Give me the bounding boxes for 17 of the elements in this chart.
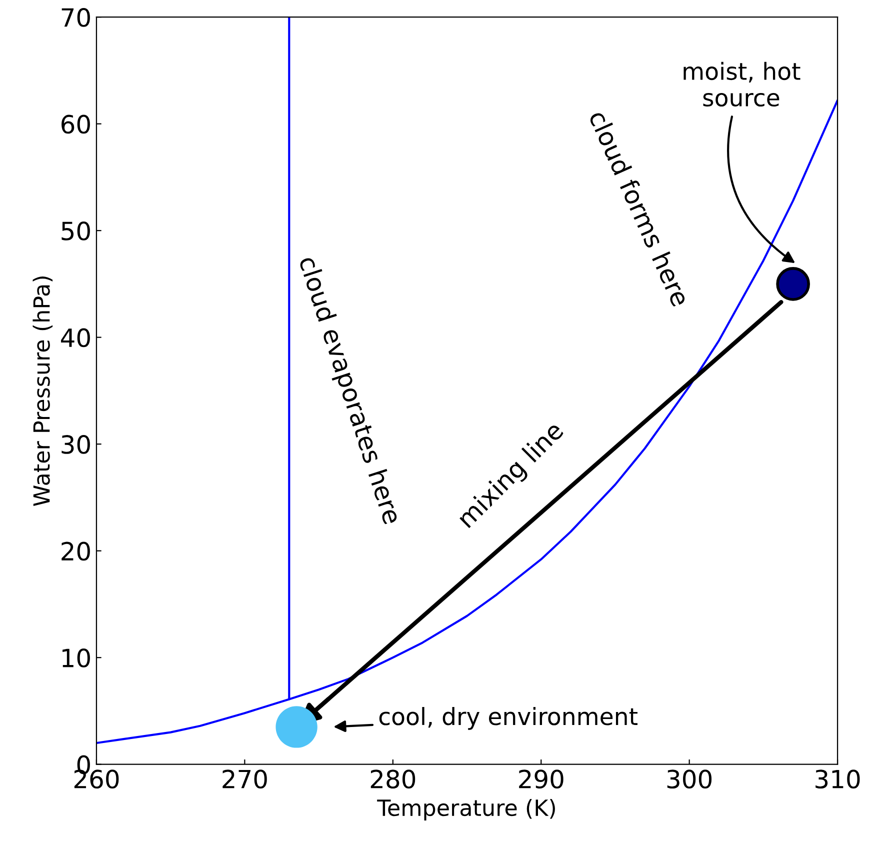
x-axis-title: Temperature (K) xyxy=(377,798,555,820)
annotation: moist, hot source xyxy=(684,62,800,107)
x-tick-label: 310 xyxy=(816,770,860,789)
annotation: cool, dry environment xyxy=(379,707,638,730)
annotation: cloud forms here xyxy=(588,109,691,308)
y-axis-title: Water Pressure (hPa) xyxy=(32,276,53,506)
x-tick-label: 280 xyxy=(370,770,416,789)
x-tick-label: 300 xyxy=(667,770,712,789)
y-tick-label: 10 xyxy=(62,648,90,668)
y-tick-label: 40 xyxy=(61,328,90,348)
y-tick-label: 20 xyxy=(62,542,90,561)
x-tick-label: 270 xyxy=(222,770,267,789)
y-tick-label: 30 xyxy=(62,435,90,454)
y-tick-label: 50 xyxy=(62,222,90,240)
y-tick-label: 70 xyxy=(62,8,90,27)
x-tick-label: 290 xyxy=(519,770,564,789)
y-tick-label: 60 xyxy=(62,114,90,134)
